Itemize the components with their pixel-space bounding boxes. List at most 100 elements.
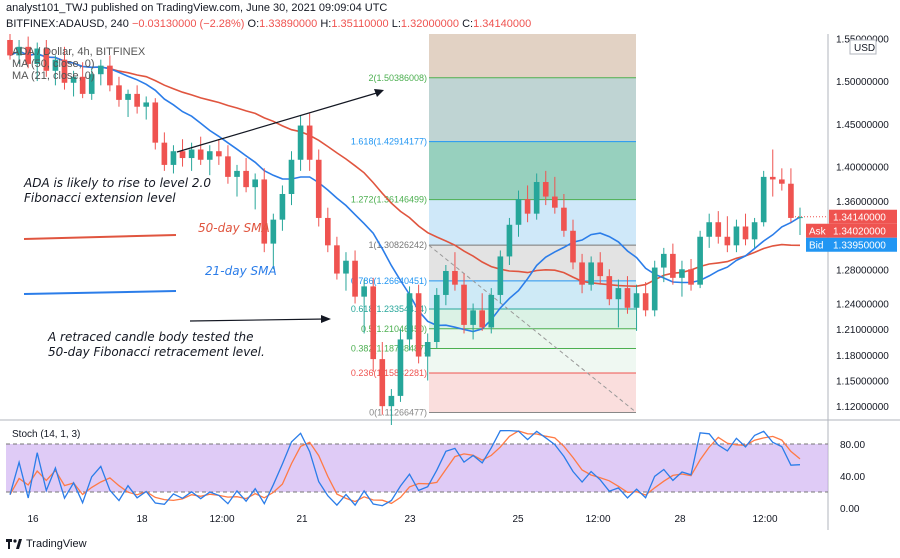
candle-body (379, 359, 386, 407)
candle-body (488, 294, 495, 328)
price-tick-label: 1.45000000 (836, 120, 889, 131)
ask-badge (829, 223, 897, 238)
candle-body (406, 293, 413, 340)
stoch-k-line (9, 429, 801, 507)
sma21-label: 21-day SMA (205, 264, 277, 278)
fib-level-label: 0.5(1.21046450) (361, 324, 427, 334)
candle-body (116, 85, 122, 100)
candle-body (651, 267, 658, 311)
candle-body (769, 176, 776, 180)
legend-title: ADA / Dollar, 4h, BITFINEX (12, 46, 146, 58)
candle-body (624, 288, 631, 308)
candle-body (334, 245, 340, 274)
candle-body (325, 217, 331, 246)
candle-body (751, 222, 758, 240)
candle-body (561, 207, 567, 231)
annotations (23, 89, 384, 323)
candle-body (461, 284, 467, 325)
time-tick-label: 12:00 (585, 514, 610, 525)
fib-trend-line (428, 244, 637, 413)
tradingview-logo[interactable]: TradingView (6, 538, 87, 550)
candle-body (452, 270, 458, 285)
candle-body (315, 159, 322, 218)
candle-body (570, 230, 576, 263)
candle-body (742, 226, 749, 240)
price-tick-label: 1.40000000 (836, 163, 889, 174)
candle-body (779, 179, 785, 184)
candle-body (216, 151, 222, 157)
ma50-line (9, 50, 801, 288)
price-tick-label: 1.28000000 (836, 265, 889, 276)
close-value: 1.34140000 (473, 18, 532, 30)
fib-note-line1: ADA is likely to rise to level 2.0 (24, 176, 211, 190)
fib-zone (429, 141, 636, 200)
candle-body (633, 293, 640, 308)
arrowhead-retrace (321, 315, 331, 323)
candle-body (443, 270, 449, 295)
candle-body (25, 46, 31, 64)
candle-body (415, 293, 422, 357)
price-pane (0, 34, 828, 419)
candle-body (234, 170, 240, 177)
candle-body (397, 339, 404, 396)
price-tick-label: 1.18000000 (836, 351, 889, 362)
candle-body (70, 76, 77, 83)
bid-badge (829, 237, 897, 252)
fib-zone (429, 280, 636, 310)
arrow-retrace (189, 318, 327, 322)
time-tick-label: 23 (404, 514, 416, 525)
candle-body (552, 196, 558, 208)
candle-body (343, 260, 349, 274)
fib-level-label: 0.786(1.26640451) (351, 276, 427, 286)
stoch-tick-label: 40.00 (840, 472, 865, 483)
legend-ma50: MA (50, close, 0) (12, 58, 95, 70)
fib-level-label: 1.618(1.42914177) (351, 137, 427, 147)
open-label: O: (247, 18, 260, 30)
fib-extension-note: ADA is likely to rise to level 2.0 Fibon… (24, 176, 211, 206)
arrow-fib-target (176, 91, 381, 153)
time-tick-label: 12:00 (752, 514, 777, 525)
candle-body (61, 59, 68, 83)
candle-body (642, 293, 649, 311)
candle-body (352, 260, 358, 297)
fib-zone (429, 34, 636, 78)
price-tick-label: 1.21000000 (836, 325, 889, 336)
candle-body (252, 179, 258, 188)
ask-value: 1.34020000 (833, 227, 886, 238)
candle-body (16, 46, 22, 56)
price-tick-label: 1.15000000 (836, 377, 889, 388)
fib-zone (429, 328, 636, 349)
fib-level-label: 0.382(1.18738487) (351, 344, 427, 354)
candle-body (760, 176, 767, 223)
candle-body (107, 65, 113, 86)
candle-body (225, 156, 231, 177)
currency-label: USD (854, 43, 875, 54)
publish-info: analyst101_TWJ published on TradingView.… (6, 2, 388, 14)
arrowhead-fib-target (374, 89, 384, 97)
candle-body (542, 182, 549, 197)
candle-body (424, 342, 431, 357)
currency-badge (849, 39, 877, 55)
candle-body (479, 310, 485, 328)
fib-zone (429, 309, 636, 329)
time-tick-label: 25 (512, 514, 524, 525)
candle-body (134, 93, 140, 107)
fibonacci-tool: 2(1.50386008)1.618(1.42914177)1.272(1.36… (351, 34, 637, 417)
stoch-panel: Stoch (14, 1, 3) 80.00 40.00 0.00 (6, 429, 865, 515)
candle-body (52, 59, 59, 71)
candle-body (670, 253, 676, 278)
candle-body (615, 288, 622, 300)
high-label: H: (320, 18, 332, 30)
fib-note-line2: Fibonacci extension level (24, 191, 176, 205)
retrace-note-line1: A retraced candle body tested the (48, 330, 254, 344)
last-price-value: 1.34140000 (833, 213, 886, 224)
stoch-band (6, 444, 828, 492)
low-value: 1.32000000 (400, 18, 460, 30)
fib-zone (429, 245, 636, 281)
close-label: C: (462, 18, 474, 30)
candle-body (361, 286, 367, 297)
tradingview-brand: TradingView (26, 538, 87, 550)
ma21-line (9, 50, 801, 333)
last-price-badge (829, 209, 897, 224)
